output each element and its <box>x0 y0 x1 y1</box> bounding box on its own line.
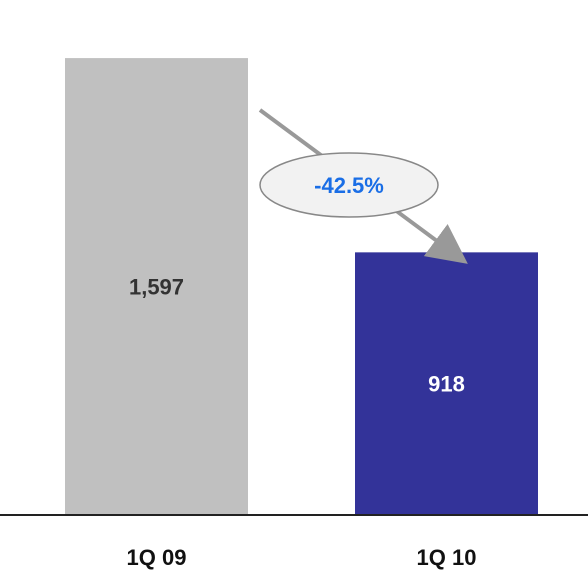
change-bubble <box>259 152 439 218</box>
bar-1q-10 <box>355 252 538 515</box>
x-tick-label-1q-09: 1Q 09 <box>127 545 187 570</box>
change-percentage-label: -42.5% <box>314 173 384 198</box>
bar-1q-09 <box>65 58 248 515</box>
x-tick-label-1q-10: 1Q 10 <box>417 545 477 570</box>
data-label-1q-09: 1,597 <box>129 275 184 300</box>
data-label-1q-10: 918 <box>428 372 465 397</box>
